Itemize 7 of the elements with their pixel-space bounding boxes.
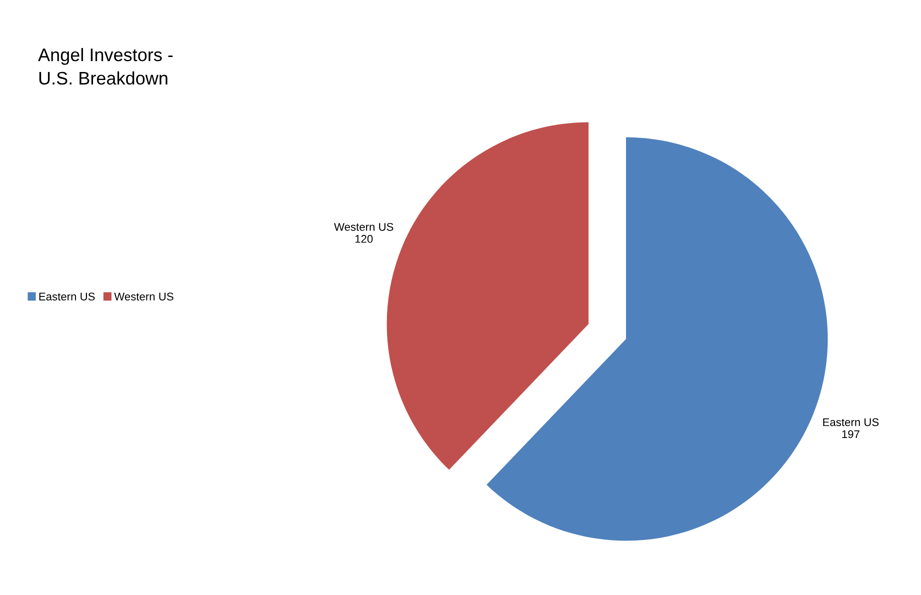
legend-label: Eastern US	[39, 292, 95, 300]
slice-label: Eastern US	[823, 418, 879, 426]
data-label: 197	[842, 430, 860, 438]
legend-label: Western US	[114, 292, 174, 300]
data-label: 120	[355, 234, 373, 243]
chart-title: Angel Investors - U.S. Breakdown	[38, 48, 173, 85]
slice-label: Western US	[334, 222, 394, 231]
